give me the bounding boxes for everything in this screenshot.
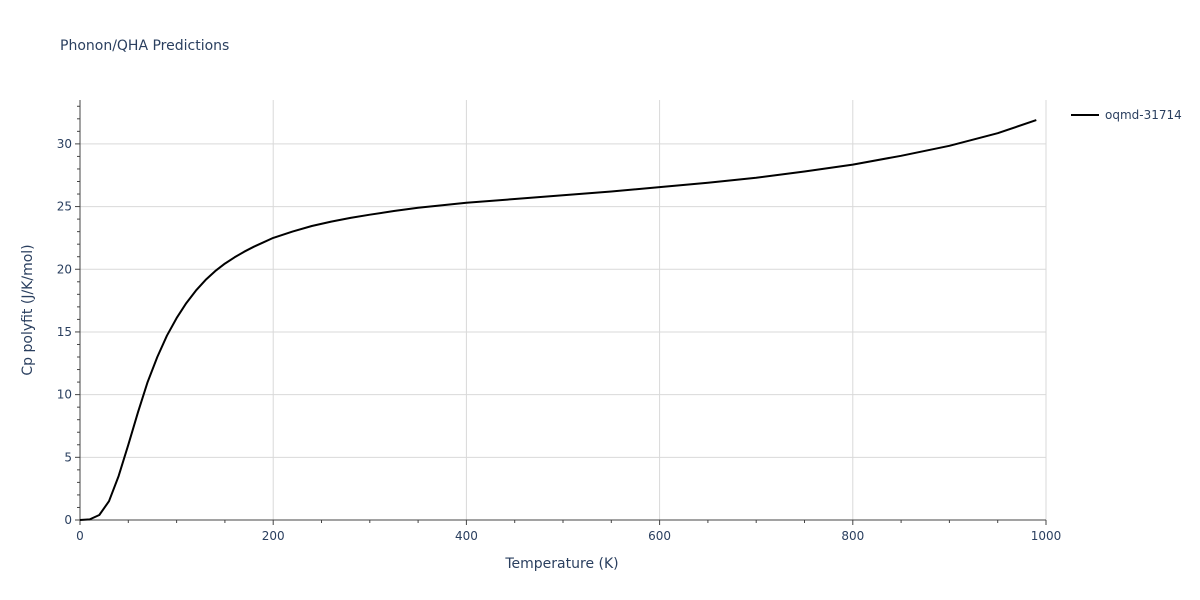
chart-title: Phonon/QHA Predictions — [60, 38, 229, 54]
axes: 0 200 400 600 800 1000 0 5 10 15 20 25 30 — [57, 100, 1062, 543]
y-axis-title: Cp polyfit (J/K/mol) — [20, 244, 36, 375]
legend-label: oqmd-31714 — [1105, 108, 1182, 122]
y-tick-label: 20 — [57, 262, 72, 276]
y-tick-label: 30 — [57, 137, 72, 151]
y-tick-label: 10 — [57, 388, 72, 402]
grid — [80, 100, 1047, 520]
y-tick-label: 5 — [64, 450, 72, 464]
y-tick-label: 15 — [57, 325, 72, 339]
x-tick-label: 800 — [841, 529, 864, 543]
legend: oqmd-31714 — [1071, 108, 1182, 122]
x-tick-label: 1000 — [1031, 529, 1062, 543]
x-tick-label: 600 — [648, 529, 671, 543]
x-tick-label: 0 — [76, 529, 84, 543]
y-tick-label: 25 — [57, 200, 72, 214]
x-axis-title: Temperature (K) — [504, 556, 618, 572]
y-tick-label: 0 — [64, 513, 72, 527]
series-line-oqmd-31714 — [79, 119, 1037, 521]
x-tick-label: 400 — [455, 529, 478, 543]
x-tick-label: 200 — [262, 529, 285, 543]
series-layer — [79, 119, 1037, 521]
